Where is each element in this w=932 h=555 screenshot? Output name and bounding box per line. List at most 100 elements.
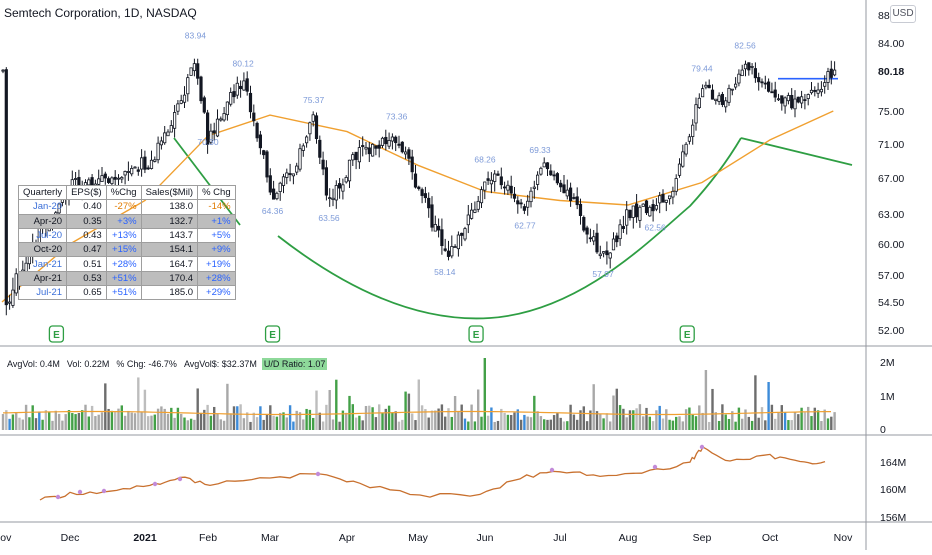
candle-up [311,114,315,122]
candle [423,186,428,203]
volume-bar [513,412,516,430]
volume-bar [665,409,668,430]
candle-up [87,179,91,186]
candle-up [301,145,305,151]
candle [734,77,738,90]
candle [483,181,487,200]
candle [390,133,395,150]
candle [427,192,431,218]
volume-bar [140,411,143,430]
candle [232,84,236,104]
candle [773,81,777,102]
candle-down [238,85,243,90]
volume-bar [543,419,546,430]
candle-up [110,177,114,185]
candle [258,130,263,155]
candle [433,215,437,232]
volume-bar [496,420,500,430]
time-tick-label: Nov [0,532,12,544]
candle [790,88,794,110]
volume-bar [236,406,239,430]
volume-bar [529,417,533,430]
candle-up [800,96,804,104]
candle [605,241,609,265]
candle [149,150,154,170]
candle-up [130,168,134,175]
candle [136,166,140,176]
price-label: 73.36 [386,112,408,122]
candle [245,71,249,96]
candle-up [123,171,127,176]
volume-bar [767,382,770,430]
volume-bar [67,410,71,430]
candle [575,187,579,210]
candle [786,92,791,105]
volume-bar [378,404,381,430]
candle [354,151,358,170]
candle [674,174,678,196]
candle [328,188,332,207]
rs-tick-label: 164M [880,457,906,469]
candle [532,180,536,199]
candle-up [618,224,622,240]
fundamentals-cell-eps-chg: +13% [105,227,142,244]
candle [651,199,655,222]
candle-down [205,112,210,145]
volume-bar [328,390,331,430]
candle-down [747,62,751,71]
candle-up [149,159,154,169]
candle [552,170,556,181]
volume-bar [790,420,793,430]
volume-bar [404,391,407,430]
candle-up [638,206,642,221]
candle [420,187,424,204]
candle [469,202,474,220]
rs-new-high-dot [549,467,555,473]
volume-bar [477,389,480,430]
rs-new-high-dot [77,489,83,495]
candle-up [328,197,332,200]
currency-button[interactable]: USD [890,5,916,23]
fundamentals-row: Jul-20 0.43 +13% 143.7 +5% [17,227,236,244]
candle [298,143,302,172]
candle [443,238,447,252]
candle [186,73,190,102]
fundamentals-cell-sales: 170.4 [140,270,199,287]
volume-bar [645,407,648,430]
candle-down [324,167,329,196]
candle-down [760,81,764,84]
volume-bar [414,420,417,430]
fundamentals-cell-eps: 0.43 [66,227,107,244]
candle [714,98,718,105]
volume-bar [387,405,391,430]
volume-bar [114,411,117,430]
candle-up [704,84,708,88]
candle [460,232,464,247]
volume-bar [671,420,675,430]
candle-down [265,151,269,178]
volume-bar [308,409,312,430]
candle-down [262,150,266,156]
volume-bar [147,416,150,430]
candle [453,244,457,248]
candle-up [1,69,5,72]
candle-up [631,205,635,218]
fundamentals-cell-eps: 0.35 [66,213,107,229]
fundamentals-cell-sales-chg: +28% [197,270,236,287]
volume-bar [368,405,371,430]
candle [268,168,272,196]
candle-up [598,253,602,257]
candle [585,225,589,244]
earnings-letter: E [53,330,60,341]
candle [644,199,649,215]
candle-up [291,173,296,177]
time-tick-label: May [408,532,429,544]
volume-bar [120,405,123,430]
earnings-box [468,325,484,343]
candle-up [526,200,530,208]
candle [7,294,12,310]
candle-down [753,68,758,79]
candle-up [466,214,470,226]
earnings-letter: E [269,330,276,341]
